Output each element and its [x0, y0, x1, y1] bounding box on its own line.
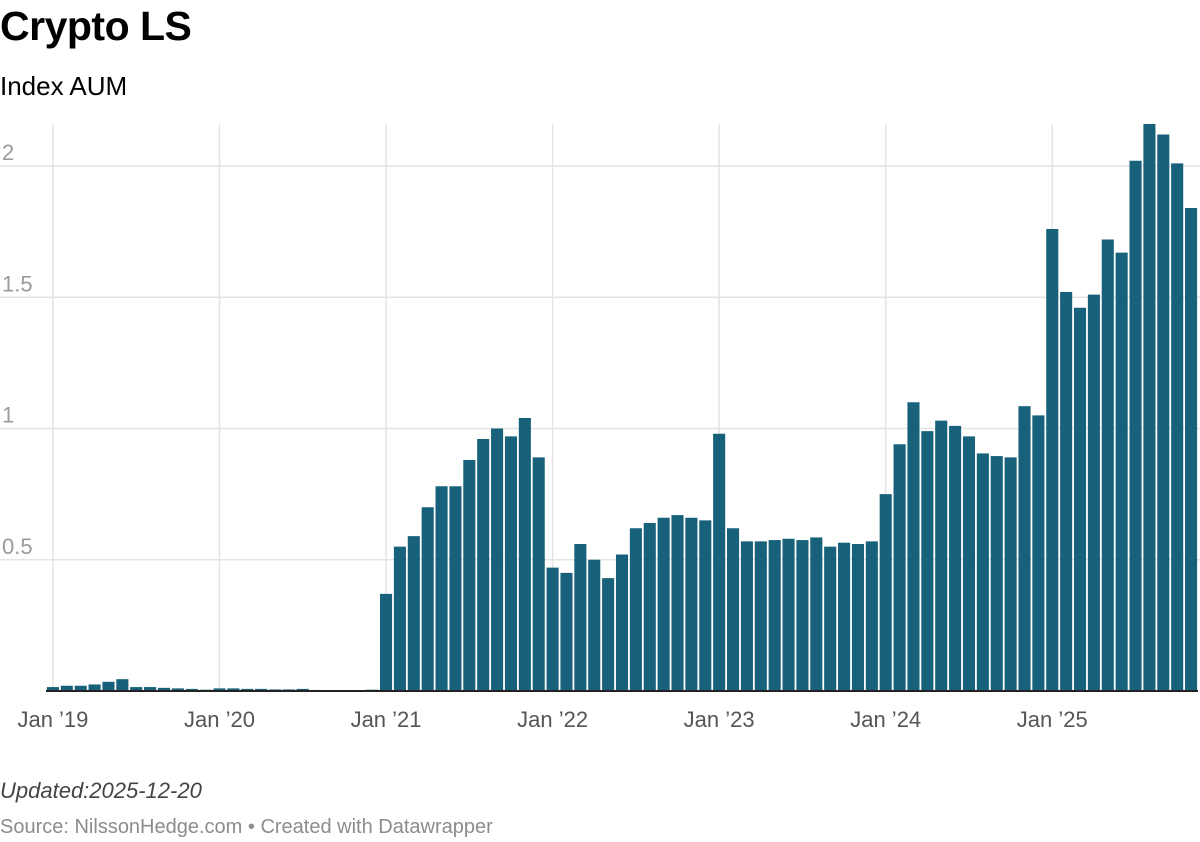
bar — [380, 593, 393, 691]
bar — [865, 541, 878, 691]
bar — [671, 515, 684, 691]
bars — [46, 124, 1198, 691]
bar — [699, 520, 712, 691]
bar — [740, 541, 753, 691]
bar — [407, 536, 420, 691]
bar — [824, 546, 837, 691]
bar — [907, 402, 920, 691]
bar — [546, 567, 559, 691]
bar — [88, 684, 101, 691]
bar — [1046, 229, 1059, 691]
bar — [768, 540, 781, 691]
bar — [588, 559, 601, 691]
bar — [615, 554, 629, 691]
bar — [754, 541, 767, 691]
x-tick-label: Jan ’19 — [17, 707, 88, 732]
bar — [421, 507, 434, 691]
bar — [962, 436, 976, 691]
bar — [518, 418, 531, 691]
bar — [477, 439, 490, 691]
updated-note: Updated:2025-12-20 — [0, 778, 202, 803]
bar — [1073, 307, 1087, 691]
bar — [560, 572, 573, 691]
bar — [782, 538, 795, 691]
bar — [1129, 160, 1142, 691]
bar — [1157, 134, 1170, 691]
bar — [171, 688, 184, 691]
x-tick-label: Jan ’21 — [351, 707, 422, 732]
bar — [851, 544, 864, 691]
x-tick-label: Jan ’25 — [1017, 707, 1088, 732]
bar — [810, 537, 823, 691]
bar — [657, 517, 670, 691]
bar — [1143, 124, 1156, 691]
bar — [130, 687, 143, 691]
bar — [1115, 252, 1128, 691]
x-axis-ticks: Jan ’19 Jan ’20 Jan ’21 Jan ’22 Jan ’23 Jan ’… — [17, 707, 1087, 732]
bar — [60, 685, 73, 691]
bar — [185, 688, 198, 691]
bar — [393, 546, 406, 691]
bar — [713, 433, 726, 691]
bar — [213, 688, 226, 691]
bar — [1171, 163, 1184, 691]
bar — [629, 528, 642, 691]
bar — [227, 688, 240, 691]
bar — [1060, 292, 1073, 691]
bar — [574, 544, 587, 691]
bar-chart: 0.511.52 Jan ’19 Jan ’20 Jan ’21 Jan ’22 Jan… — [0, 124, 1200, 732]
bar — [685, 517, 698, 691]
bar — [990, 456, 1003, 691]
bar — [796, 540, 809, 691]
bar — [491, 428, 504, 691]
bar — [893, 444, 906, 691]
bar — [255, 688, 268, 691]
bar — [435, 486, 448, 691]
y-tick-label: 1 — [2, 403, 14, 428]
y-tick-label: 2 — [2, 140, 14, 165]
bar — [726, 528, 740, 691]
bar — [1101, 239, 1114, 691]
y-axis-ticks: 0.5 1 1.5 2 — [2, 140, 33, 559]
x-tick-label: Jan ’24 — [850, 707, 921, 732]
bar — [1018, 406, 1031, 691]
bar — [1087, 294, 1100, 691]
bar — [643, 523, 656, 691]
bar — [296, 688, 309, 691]
bar — [449, 486, 462, 691]
bar — [144, 687, 157, 691]
x-tick-label: Jan ’20 — [184, 707, 255, 732]
y-tick-label: 0.5 — [2, 534, 33, 559]
x-tick-label: Jan ’23 — [684, 707, 755, 732]
bar — [976, 453, 989, 691]
bar — [879, 494, 892, 691]
chart-title: Crypto LS — [0, 3, 192, 49]
bar — [74, 685, 87, 691]
bar — [949, 425, 962, 691]
y-tick-label: 1.5 — [2, 271, 33, 296]
bar — [116, 679, 129, 691]
chart-subtitle: Index AUM — [0, 71, 128, 101]
bar — [1185, 208, 1198, 691]
bar — [504, 436, 518, 691]
bar — [602, 578, 615, 691]
x-tick-label: Jan ’22 — [517, 707, 588, 732]
bar — [157, 687, 171, 691]
bar — [935, 420, 948, 691]
bar — [463, 460, 476, 691]
bar — [921, 431, 934, 691]
source-note: Source: NilssonHedge.com • Created with … — [0, 816, 493, 838]
bar — [532, 457, 545, 691]
bar — [102, 681, 115, 691]
bar — [241, 688, 254, 691]
bar — [838, 542, 851, 691]
bar — [1004, 457, 1017, 691]
bar — [1032, 415, 1045, 691]
bar — [46, 687, 59, 691]
